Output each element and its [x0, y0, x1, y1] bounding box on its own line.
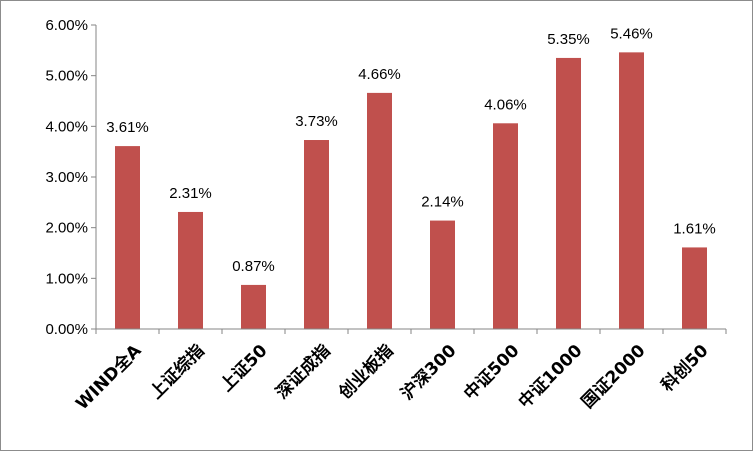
data-label: 4.66% [358, 66, 401, 83]
y-tick-label: 2.00% [45, 220, 88, 237]
y-axis: 0.00% 1.00% 2.00% 3.00% 4.00% 5.00% 6.00% [45, 17, 97, 338]
x-axis: WIND全A 上证综指 上证50 深证成指 创业板指 沪深300 中证500中证1000国证… [72, 328, 727, 415]
y-tick-label: 3.00% [45, 169, 88, 186]
x-category-label: 国证2000 [578, 341, 650, 413]
y-tick-label: 0.00% [45, 321, 88, 338]
x-category-label: WIND全A [72, 340, 147, 415]
bars: 3.61% 2.31% 0.87% 3.73% 4.66% 2.14% 4.06% 5.35%… [106, 25, 716, 330]
bar [619, 52, 644, 330]
data-label: 1.61% [673, 220, 716, 237]
bar [241, 284, 266, 329]
bar [178, 211, 203, 329]
data-label: 3.73% [295, 113, 338, 130]
data-label: 5.35% [547, 31, 590, 48]
data-label: 4.06% [484, 96, 527, 113]
bar [556, 57, 581, 329]
bar [493, 123, 518, 329]
bar [430, 220, 455, 329]
y-tick-label: 1.00% [45, 270, 88, 287]
y-tick-label: 6.00% [45, 17, 88, 34]
data-label: 0.87% [232, 258, 275, 275]
y-tick-label: 5.00% [45, 68, 88, 85]
x-category-label: 中证500 [460, 340, 524, 404]
bar [682, 247, 707, 329]
bar [367, 92, 392, 329]
data-label: 2.31% [169, 185, 212, 202]
x-category-label: 上证综指 [146, 340, 209, 403]
bar [115, 146, 140, 329]
x-category-label: 创业板指 [334, 340, 398, 404]
x-category-label: 深证成指 [272, 340, 335, 403]
data-label: 5.46% [610, 25, 653, 42]
data-label: 3.61% [106, 119, 149, 136]
x-category-label: 沪深300 [397, 340, 461, 404]
data-label: 2.14% [421, 194, 464, 211]
x-category-label: 上证50 [217, 341, 272, 396]
x-category-label: 科创50 [657, 340, 713, 396]
bar [304, 140, 329, 329]
x-category-label: 中证1000 [514, 340, 586, 412]
y-tick-label: 4.00% [45, 118, 88, 135]
